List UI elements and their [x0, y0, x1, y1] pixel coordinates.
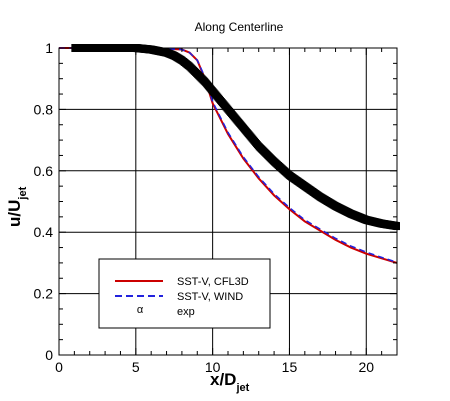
x-axis-label: x/Djet [210, 370, 250, 394]
y-tick-label: 1 [45, 40, 53, 56]
chart-title: Along Centerline [195, 20, 284, 34]
y-axis-label-sub: jet [17, 186, 29, 200]
y-axis-label: u/Ujet [5, 186, 29, 227]
y-tick-label: 0.8 [34, 101, 54, 117]
legend-swatch-exp: α [137, 304, 144, 316]
ticks: 0 5 10 15 20 0 0.2 0.4 0.6 0.8 1 [34, 40, 398, 375]
legend-label-wind: SST-V, WIND [177, 291, 243, 303]
y-tick-label: 0.2 [34, 286, 54, 302]
series-2-markers [71, 44, 400, 231]
series-layer [59, 44, 400, 264]
x-tick-label: 5 [132, 359, 140, 375]
legend-label-cfl3d: SST-V, CFL3D [177, 276, 249, 288]
x-tick-label: 20 [358, 359, 374, 375]
y-tick-label: 0.4 [34, 224, 54, 240]
x-tick-label: 0 [55, 359, 63, 375]
x-axis-label-main: x/D [210, 370, 236, 389]
x-axis-label-sub: jet [235, 382, 249, 394]
x-tick-label: 10 [205, 359, 221, 375]
y-tick-label: 0.6 [34, 163, 54, 179]
series-1-line [59, 47, 398, 264]
y-axis-label-main: u/U [5, 200, 24, 227]
legend: SST-V, CFL3D SST-V, WIND α exp [98, 258, 271, 329]
y-tick-label: 0 [45, 347, 53, 363]
legend-box [98, 258, 271, 329]
series-0-line [59, 47, 398, 264]
x-tick-label: 15 [282, 359, 298, 375]
legend-label-exp: exp [177, 306, 195, 318]
